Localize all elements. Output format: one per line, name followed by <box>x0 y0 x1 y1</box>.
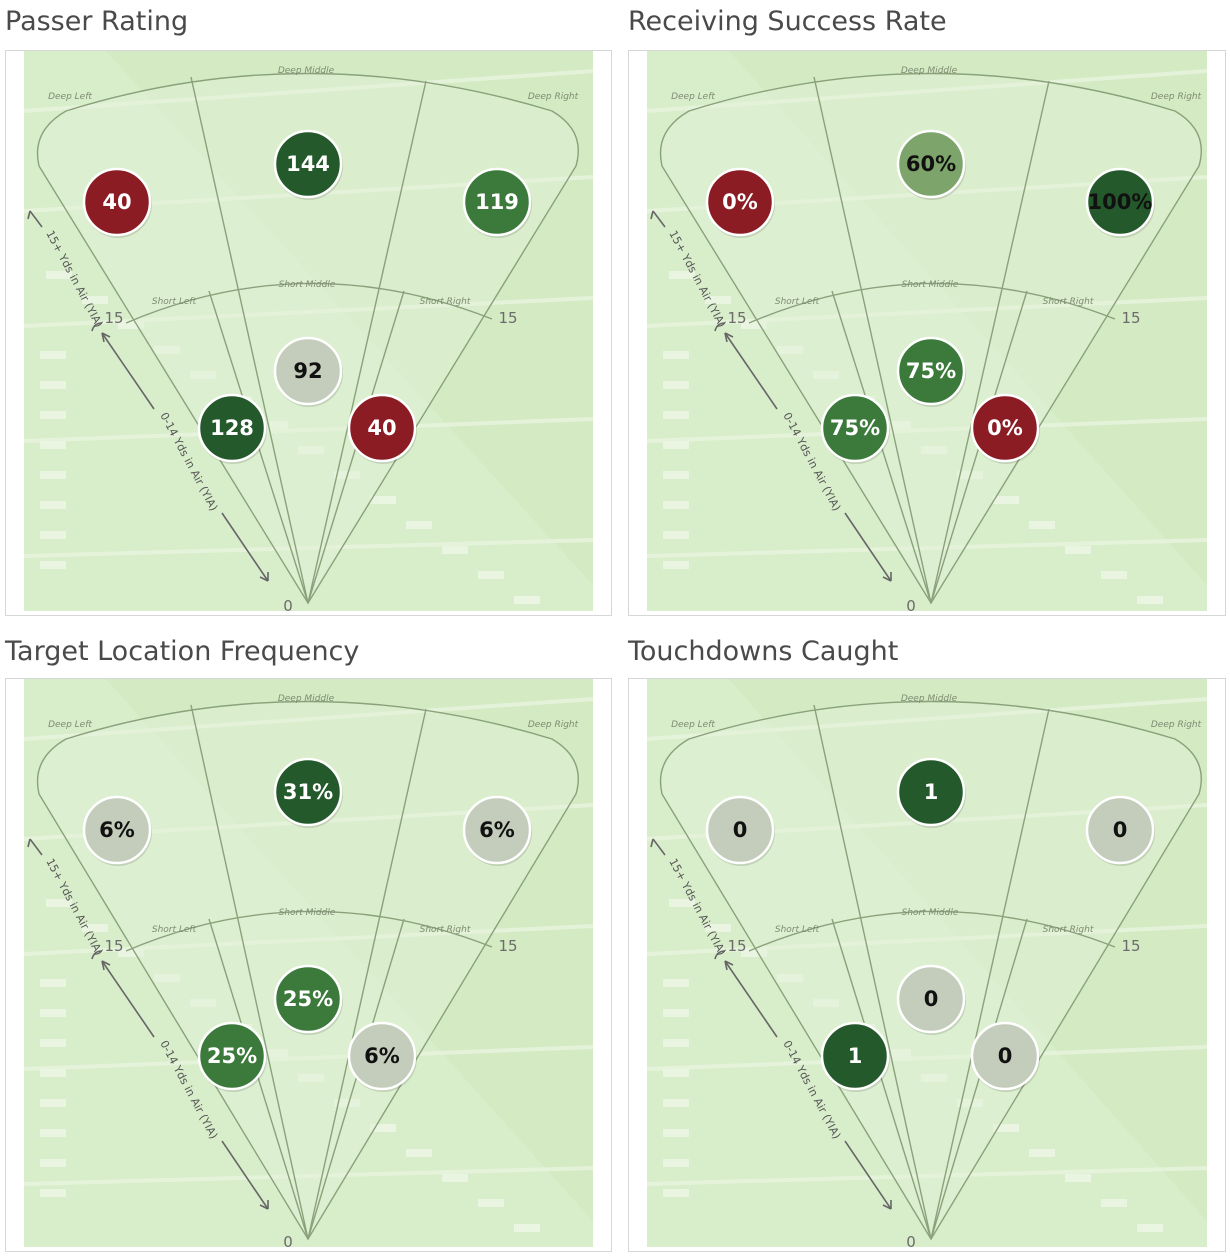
bubble-value: 144 <box>286 152 330 176</box>
bubble-value: 1 <box>848 1044 863 1068</box>
zone-bubble-deep-middle: 31% <box>273 757 343 828</box>
panel-title: Touchdowns Caught <box>628 636 899 667</box>
yard-label-0: 0 <box>283 1233 293 1251</box>
bubble-value: 60% <box>906 152 956 176</box>
zone-label-deep-left: Deep Left <box>48 720 92 730</box>
bubble-value: 6% <box>99 818 135 842</box>
yard-label-0: 0 <box>906 1233 916 1251</box>
yard-label-15: 15 <box>727 937 746 955</box>
yard-label-15: 15 <box>104 937 123 955</box>
zone-label-deep-left: Deep Left <box>48 92 92 102</box>
zone-bubble-short-right: 6% <box>347 1021 417 1092</box>
zone-label-short-right: Short Right <box>420 297 471 307</box>
zone-bubble-short-middle: 75% <box>896 336 966 407</box>
field-chart: Deep Left Deep Middle Deep Right Short Left… <box>5 50 612 616</box>
bubble-value: 25% <box>207 1044 257 1068</box>
bubble-value: 40 <box>102 190 131 214</box>
yard-label-15: 15 <box>498 937 517 955</box>
zone-bubble-deep-middle: 144 <box>273 129 343 200</box>
zone-bubble-deep-middle: 1 <box>896 757 966 828</box>
yard-label-15: 15 <box>727 309 746 327</box>
bubble-value: 6% <box>479 818 515 842</box>
zone-label-deep-middle: Deep Middle <box>901 66 958 76</box>
zone-bubble-short-left: 25% <box>197 1021 267 1092</box>
zone-label-short-left: Short Left <box>152 925 197 935</box>
bubble-value: 0 <box>924 987 939 1011</box>
zone-bubble-deep-right: 100% <box>1085 167 1155 238</box>
bubble-value: 6% <box>364 1044 400 1068</box>
field-svg: Deep Left Deep Middle Deep Right Short Left… <box>629 51 1225 615</box>
yard-label-15: 15 <box>1121 937 1140 955</box>
zone-label-short-left: Short Left <box>775 925 820 935</box>
yard-label-15: 15 <box>498 309 517 327</box>
field-svg: Deep Left Deep Middle Deep Right Short Left… <box>6 679 611 1251</box>
bubble-value: 100% <box>1088 190 1153 214</box>
zone-bubble-short-middle: 25% <box>273 964 343 1035</box>
zone-label-deep-right: Deep Right <box>528 720 579 730</box>
zone-label-short-middle: Short Middle <box>279 908 336 918</box>
yard-label-15: 15 <box>104 309 123 327</box>
zone-bubble-deep-right: 0 <box>1085 795 1155 866</box>
zone-label-deep-left: Deep Left <box>671 720 715 730</box>
panel-title: Target Location Frequency <box>5 636 360 667</box>
bubble-value: 0 <box>998 1044 1013 1068</box>
zone-bubble-short-middle: 92 <box>273 336 343 407</box>
field-chart: Deep Left Deep Middle Deep Right Short Left… <box>628 50 1226 616</box>
zone-bubble-short-middle: 0 <box>896 964 966 1035</box>
bubble-value: 0% <box>987 416 1023 440</box>
zone-label-deep-middle: Deep Middle <box>278 694 335 704</box>
zone-label-deep-right: Deep Right <box>528 92 579 102</box>
zone-label-short-left: Short Left <box>152 297 197 307</box>
zone-label-short-middle: Short Middle <box>902 908 959 918</box>
zone-label-short-right: Short Right <box>420 925 471 935</box>
yard-label-15: 15 <box>1121 309 1140 327</box>
zone-bubble-short-right: 0 <box>970 1021 1040 1092</box>
zone-label-short-middle: Short Middle <box>902 280 959 290</box>
zone-bubble-deep-middle: 60% <box>896 129 966 200</box>
bubble-value: 75% <box>906 359 956 383</box>
bubble-value: 128 <box>210 416 254 440</box>
zone-bubble-short-left: 128 <box>197 393 267 464</box>
bubble-value: 40 <box>367 416 396 440</box>
zone-bubble-short-right: 40 <box>347 393 417 464</box>
zone-bubble-deep-right: 119 <box>462 167 532 238</box>
bubble-value: 119 <box>475 190 519 214</box>
bubble-value: 0 <box>1113 818 1128 842</box>
zone-label-deep-middle: Deep Middle <box>901 694 958 704</box>
zone-label-short-left: Short Left <box>775 297 820 307</box>
zone-label-deep-middle: Deep Middle <box>278 66 335 76</box>
bubble-value: 25% <box>283 987 333 1011</box>
yard-label-0: 0 <box>906 597 916 615</box>
zone-label-short-right: Short Right <box>1043 925 1094 935</box>
panel-title: Passer Rating <box>5 6 189 37</box>
field-svg: Deep Left Deep Middle Deep Right Short Left… <box>6 51 611 615</box>
zone-label-short-middle: Short Middle <box>279 280 336 290</box>
zone-bubble-short-left: 75% <box>820 393 890 464</box>
field-chart: Deep Left Deep Middle Deep Right Short Left… <box>628 678 1226 1252</box>
zone-bubble-deep-left: 6% <box>82 795 152 866</box>
zone-bubble-deep-left: 0% <box>705 167 775 238</box>
zone-label-deep-right: Deep Right <box>1151 720 1202 730</box>
field-chart: Deep Left Deep Middle Deep Right Short Left… <box>5 678 612 1252</box>
zone-label-short-right: Short Right <box>1043 297 1094 307</box>
zone-label-deep-right: Deep Right <box>1151 92 1202 102</box>
zone-bubble-deep-right: 6% <box>462 795 532 866</box>
zone-bubble-deep-left: 0 <box>705 795 775 866</box>
bubble-value: 75% <box>830 416 880 440</box>
field-svg: Deep Left Deep Middle Deep Right Short Left… <box>629 679 1225 1251</box>
bubble-value: 92 <box>293 359 322 383</box>
yard-label-0: 0 <box>283 597 293 615</box>
zone-bubble-short-left: 1 <box>820 1021 890 1092</box>
bubble-value: 0 <box>733 818 748 842</box>
bubble-value: 0% <box>722 190 758 214</box>
bubble-value: 1 <box>924 780 939 804</box>
bubble-value: 31% <box>283 780 333 804</box>
zone-bubble-short-right: 0% <box>970 393 1040 464</box>
zone-label-deep-left: Deep Left <box>671 92 715 102</box>
panel-title: Receiving Success Rate <box>628 6 947 37</box>
zone-bubble-deep-left: 40 <box>82 167 152 238</box>
